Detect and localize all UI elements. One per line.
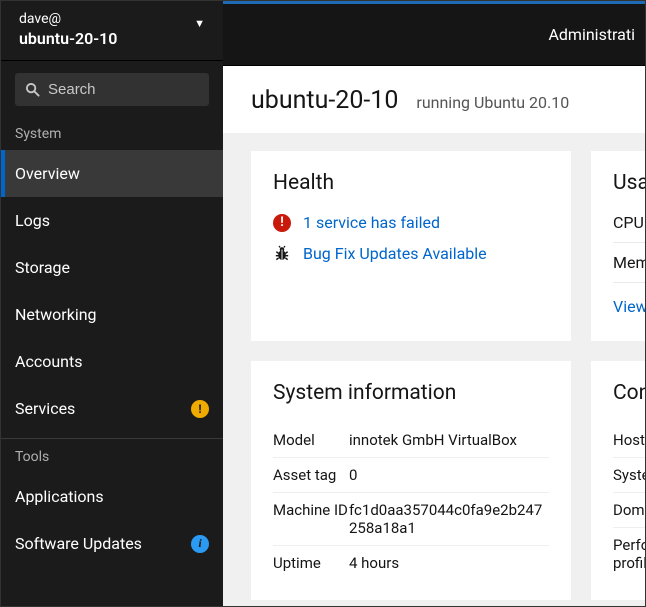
usage-view-link[interactable]: View gr (613, 297, 645, 316)
usage-row-cpu: CPU (613, 213, 645, 243)
page-title-row: ubuntu-20-10 running Ubuntu 20.10 (223, 66, 645, 133)
config-card: Confi Hostnam System Domain Performprofi… (591, 361, 645, 600)
config-row-domain: Domain (613, 493, 645, 528)
nav-label: Logs (15, 211, 50, 230)
health-failed-row: 1 service has failed (273, 213, 549, 232)
health-failed-link[interactable]: 1 service has failed (303, 213, 440, 232)
nav-label: Services (15, 399, 75, 418)
health-bugfix-row: Bug Fix Updates Available (273, 244, 549, 263)
nav-label: Overview (15, 164, 80, 183)
caret-down-icon: ▼ (194, 17, 205, 30)
sysinfo-heading: System information (273, 381, 549, 405)
sysinfo-val: fc1d0aa357044c0fa9e2b247258a18a1 (349, 501, 549, 537)
sidebar-item-services[interactable]: Services (1, 385, 223, 432)
sysinfo-key: Uptime (273, 554, 349, 572)
sysinfo-row-asset: Asset tag 0 (273, 458, 549, 493)
topbar: Administrati (223, 1, 645, 66)
sysinfo-val: 0 (349, 466, 549, 484)
config-key: System (613, 466, 645, 484)
sidebar-item-storage[interactable]: Storage (1, 244, 223, 291)
usage-heading: Usage (613, 171, 645, 195)
sidebar-item-applications[interactable]: Applications (1, 473, 223, 520)
config-row-hostname: Hostnam (613, 423, 645, 458)
sysinfo-key: Machine ID (273, 501, 349, 537)
page-os: running Ubuntu 20.10 (416, 93, 569, 112)
sysinfo-card: System information Model innotek GmbH Vi… (251, 361, 571, 600)
sidebar-item-accounts[interactable]: Accounts (1, 338, 223, 385)
sidebar-item-overview[interactable]: Overview (1, 150, 223, 197)
nav-label: Software Updates (15, 534, 142, 553)
error-icon (273, 214, 291, 232)
config-row-perf: Performprofile (613, 528, 645, 580)
section-system-label: System (1, 116, 223, 150)
host-picker[interactable]: dave@ ubuntu-20-10 ▼ (1, 1, 223, 61)
sidebar: dave@ ubuntu-20-10 ▼ System Overview Log… (1, 1, 223, 606)
usage-row-memory: Memory (613, 243, 645, 283)
section-tools-label: Tools (1, 439, 223, 473)
sidebar-item-networking[interactable]: Networking (1, 291, 223, 338)
host-name: ubuntu-20-10 (19, 29, 117, 48)
sysinfo-row-uptime: Uptime 4 hours (273, 546, 549, 580)
config-key: Hostnam (613, 431, 645, 449)
main-area: Administrati ubuntu-20-10 running Ubuntu… (223, 1, 645, 606)
bug-icon (273, 245, 291, 263)
content-area: Health 1 service has failed (223, 133, 645, 606)
search-box[interactable] (15, 73, 209, 106)
search-input[interactable] (48, 81, 199, 98)
config-heading: Confi (613, 381, 645, 405)
sysinfo-val: 4 hours (349, 554, 549, 572)
health-card: Health 1 service has failed (251, 151, 571, 341)
sidebar-item-software-updates[interactable]: Software Updates (1, 520, 223, 567)
config-row-system: System (613, 458, 645, 493)
health-bugfix-link[interactable]: Bug Fix Updates Available (303, 244, 487, 263)
page-hostname: ubuntu-20-10 (251, 86, 398, 115)
config-key: Domain (613, 501, 645, 519)
sysinfo-row-model: Model innotek GmbH VirtualBox (273, 423, 549, 458)
usage-card: Usage CPU Memory View gr (591, 151, 645, 341)
sysinfo-key: Model (273, 431, 349, 449)
config-key: Performprofile (613, 536, 645, 572)
nav-label: Networking (15, 305, 97, 324)
sysinfo-row-machine: Machine ID fc1d0aa357044c0fa9e2b247258a1… (273, 493, 549, 546)
nav-label: Storage (15, 258, 70, 277)
host-user: dave@ (19, 11, 117, 27)
search-icon (25, 82, 40, 97)
sidebar-item-logs[interactable]: Logs (1, 197, 223, 244)
sysinfo-key: Asset tag (273, 466, 349, 484)
sysinfo-val: innotek GmbH VirtualBox (349, 431, 549, 449)
health-heading: Health (273, 171, 549, 195)
warning-badge-icon (191, 400, 209, 418)
topbar-label[interactable]: Administrati (548, 25, 635, 44)
usage-label: CPU (613, 213, 644, 232)
nav-label: Accounts (15, 352, 82, 371)
nav-label: Applications (15, 487, 104, 506)
usage-label: Memory (613, 253, 645, 272)
info-badge-icon (191, 535, 209, 553)
